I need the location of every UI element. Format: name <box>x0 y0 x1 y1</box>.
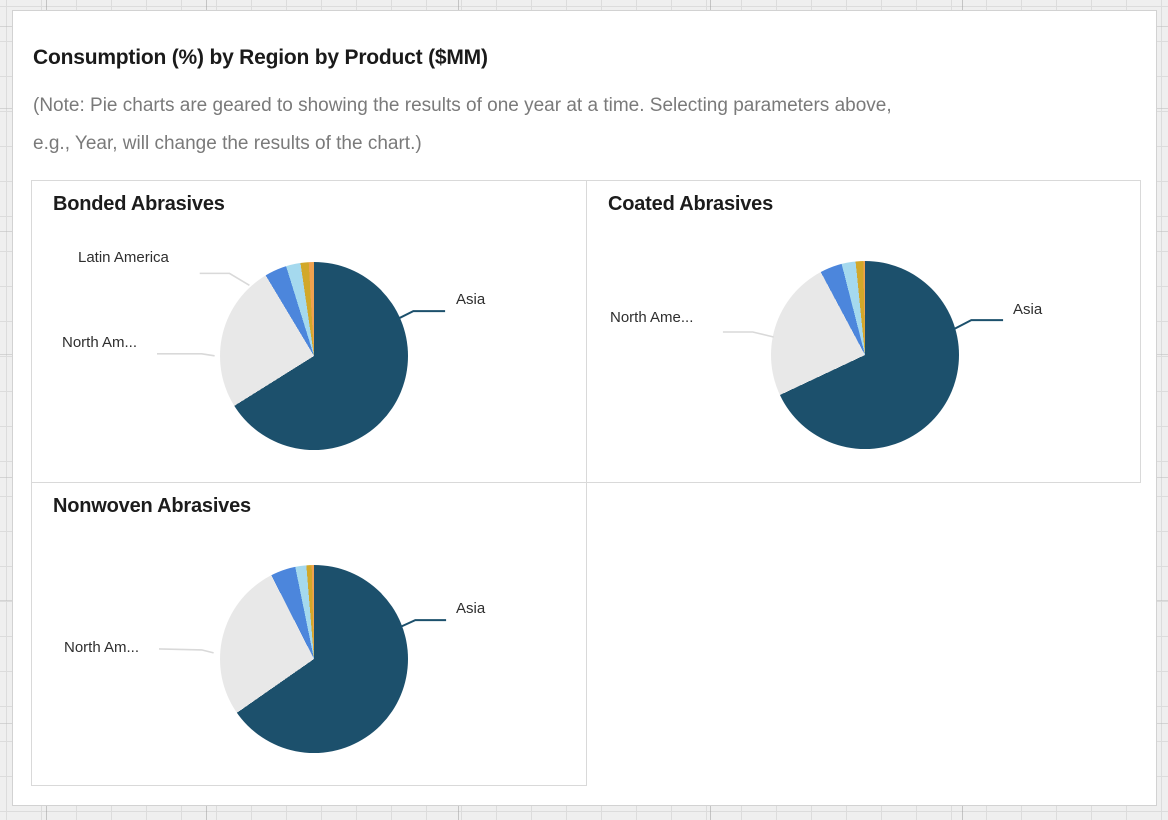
panel-title-bonded: Bonded Abrasives <box>53 193 225 215</box>
note-line-2: e.g., Year, will change the results of t… <box>33 133 422 154</box>
leader-line-north-america <box>722 331 774 338</box>
slice-label-north-america: North Ame... <box>610 309 694 326</box>
leader-line-north-america <box>157 353 215 357</box>
page-title: Consumption (%) by Region by Product ($M… <box>33 46 488 69</box>
slice-label-north-america: North Am... <box>64 639 140 656</box>
slice-label-asia: Asia <box>1013 301 1043 318</box>
pie-chart-coated[interactable] <box>771 261 959 449</box>
dashboard-header: Consumption (%) by Region by Product ($M… <box>33 45 1138 163</box>
pie-chart-nonwoven[interactable] <box>220 565 408 753</box>
pie-chart-bonded[interactable] <box>220 262 408 450</box>
slice-label-asia: Asia <box>456 600 486 617</box>
note-line-1: (Note: Pie charts are geared to showing … <box>33 95 892 116</box>
panel-nonwoven-abrasives: Nonwoven Abrasives North Am... Asia <box>31 482 587 786</box>
slice-label-latin-america: Latin America <box>78 249 169 266</box>
slice-label-asia: Asia <box>456 291 486 308</box>
slice-label-north-america: North Am... <box>62 334 138 351</box>
leader-line-north-america <box>158 648 214 654</box>
dashboard-card: Consumption (%) by Region by Product ($M… <box>12 10 1157 806</box>
panel-title-nonwoven: Nonwoven Abrasives <box>53 495 251 517</box>
panel-coated-abrasives: Coated Abrasives North Ame... Asia <box>586 180 1141 483</box>
panel-title-coated: Coated Abrasives <box>608 193 774 215</box>
leader-line-latin-america <box>199 272 250 286</box>
panel-bonded-abrasives: Bonded Abrasives Latin America North Am.… <box>31 180 587 483</box>
dashboard-note: (Note: Pie charts are geared to showing … <box>33 87 1138 163</box>
